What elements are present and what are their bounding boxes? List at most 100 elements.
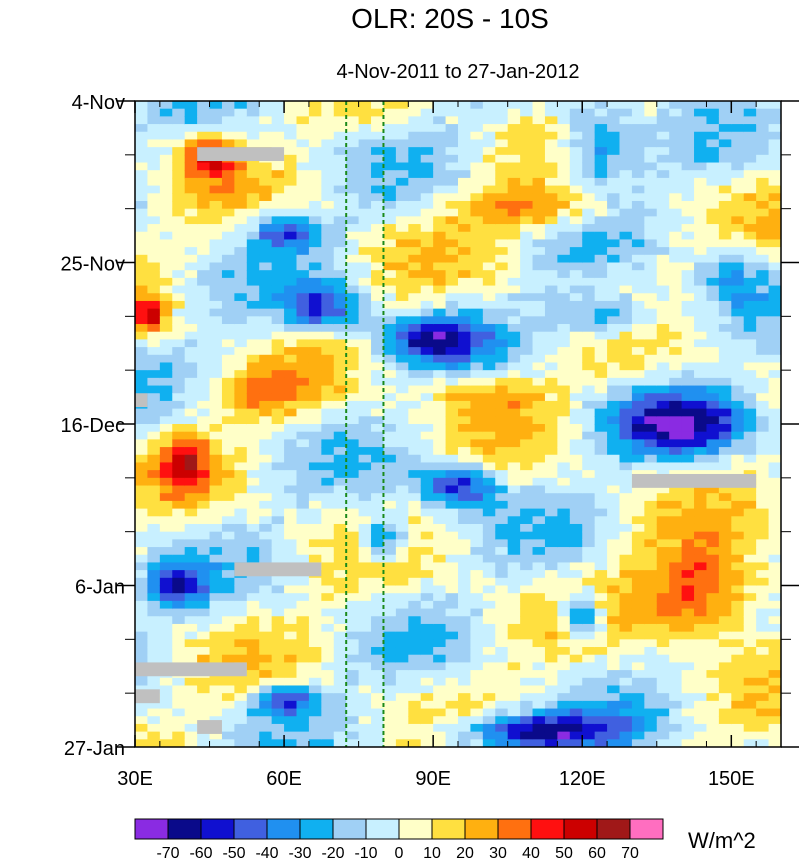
heatmap-cell — [594, 239, 608, 248]
heatmap-cell — [420, 439, 434, 448]
heatmap-cell — [607, 447, 621, 456]
heatmap-cell — [271, 377, 285, 387]
heatmap-cell — [768, 208, 781, 217]
heatmap-cell — [694, 554, 708, 564]
heatmap-cell — [159, 439, 173, 448]
heatmap-cell — [172, 516, 186, 525]
heatmap-cell — [383, 739, 397, 747]
heatmap-cell — [234, 193, 248, 202]
heatmap-cell — [669, 454, 683, 464]
heatmap-cell — [706, 131, 720, 141]
heatmap-cell — [520, 562, 534, 571]
heatmap-cell — [607, 700, 621, 710]
heatmap-cell — [731, 308, 745, 317]
heatmap-cell — [694, 693, 708, 702]
heatmap-cell — [507, 723, 521, 733]
heatmap-cell — [371, 293, 385, 302]
heatmap-cell — [507, 362, 521, 371]
heatmap-cell — [557, 462, 571, 471]
heatmap-cell — [271, 254, 285, 264]
heatmap-cell — [383, 408, 397, 417]
heatmap-cell — [768, 385, 781, 394]
heatmap-cell — [209, 677, 223, 687]
heatmap-cell — [694, 500, 708, 510]
heatmap-cell — [383, 600, 397, 610]
heatmap-cell — [246, 670, 260, 679]
heatmap-cell — [259, 654, 273, 663]
heatmap-cell — [321, 716, 335, 725]
heatmap-cell — [495, 262, 509, 271]
heatmap-cell — [532, 400, 546, 410]
heatmap-cell — [209, 500, 223, 510]
heatmap-cell — [594, 547, 608, 556]
heatmap-cell — [346, 647, 360, 656]
heatmap-cell — [569, 339, 583, 348]
heatmap-cell — [495, 316, 509, 325]
heatmap-cell — [482, 331, 496, 340]
heatmap-cell — [619, 377, 633, 387]
heatmap-cell — [395, 400, 409, 410]
heatmap-cell — [619, 154, 633, 164]
heatmap-cell — [495, 739, 509, 747]
heatmap-cell — [308, 439, 322, 448]
heatmap-cell — [594, 101, 608, 110]
heatmap-cell — [321, 216, 335, 225]
heatmap-cell — [209, 293, 223, 302]
heatmap-cell — [433, 639, 447, 648]
heatmap-cell — [259, 516, 273, 525]
heatmap-cell — [371, 600, 385, 610]
heatmap-cell — [607, 316, 621, 325]
heatmap-cell — [284, 470, 298, 479]
heatmap-cell — [582, 416, 596, 425]
heatmap-cell — [159, 723, 173, 733]
heatmap-cell — [582, 239, 596, 248]
heatmap-cell — [321, 108, 335, 117]
heatmap-cell — [607, 693, 621, 702]
heatmap-cell — [371, 347, 385, 356]
heatmap-cell — [582, 585, 596, 594]
heatmap-cell — [631, 623, 645, 633]
heatmap-cell — [321, 600, 335, 610]
heatmap-cell — [594, 377, 608, 387]
heatmap-cell — [333, 116, 347, 125]
heatmap-cell — [420, 593, 434, 602]
heatmap-cell — [408, 247, 422, 256]
colorbar-label: 50 — [555, 845, 573, 862]
heatmap-cell — [284, 339, 298, 348]
heatmap-cell — [681, 462, 695, 471]
heatmap-cell — [706, 216, 720, 225]
heatmap-cell — [346, 485, 360, 494]
heatmap-cell — [383, 362, 397, 371]
heatmap-cell — [631, 685, 645, 694]
heatmap-cell — [321, 116, 335, 125]
heatmap-cell — [544, 277, 558, 287]
heatmap-cell — [607, 570, 621, 579]
heatmap-cell — [259, 670, 273, 679]
heatmap-cell — [209, 539, 223, 548]
heatmap-cell — [346, 693, 360, 702]
heatmap-cell — [358, 508, 372, 517]
heatmap-cell — [197, 185, 211, 194]
heatmap-cell — [656, 177, 670, 187]
heatmap-cell — [135, 416, 149, 425]
heatmap-cell — [321, 370, 335, 379]
heatmap-cell — [681, 408, 695, 417]
heatmap-cell — [706, 177, 720, 187]
heatmap-cell — [520, 577, 534, 587]
heatmap-cell — [147, 500, 161, 510]
heatmap-cell — [694, 723, 708, 733]
heatmap-cell — [420, 677, 434, 687]
heatmap-cell — [383, 462, 397, 471]
heatmap-cell — [135, 370, 149, 379]
heatmap-cell — [321, 739, 335, 747]
heatmap-cell — [246, 131, 260, 141]
heatmap-cell — [520, 547, 534, 556]
heatmap-cell — [507, 570, 521, 579]
heatmap-cell — [296, 216, 310, 225]
heatmap-cell — [482, 424, 496, 433]
heatmap-cell — [234, 623, 248, 633]
heatmap-cell — [507, 224, 521, 233]
heatmap-cell — [433, 347, 447, 356]
heatmap-cell — [246, 739, 260, 747]
heatmap-cell — [420, 716, 434, 725]
